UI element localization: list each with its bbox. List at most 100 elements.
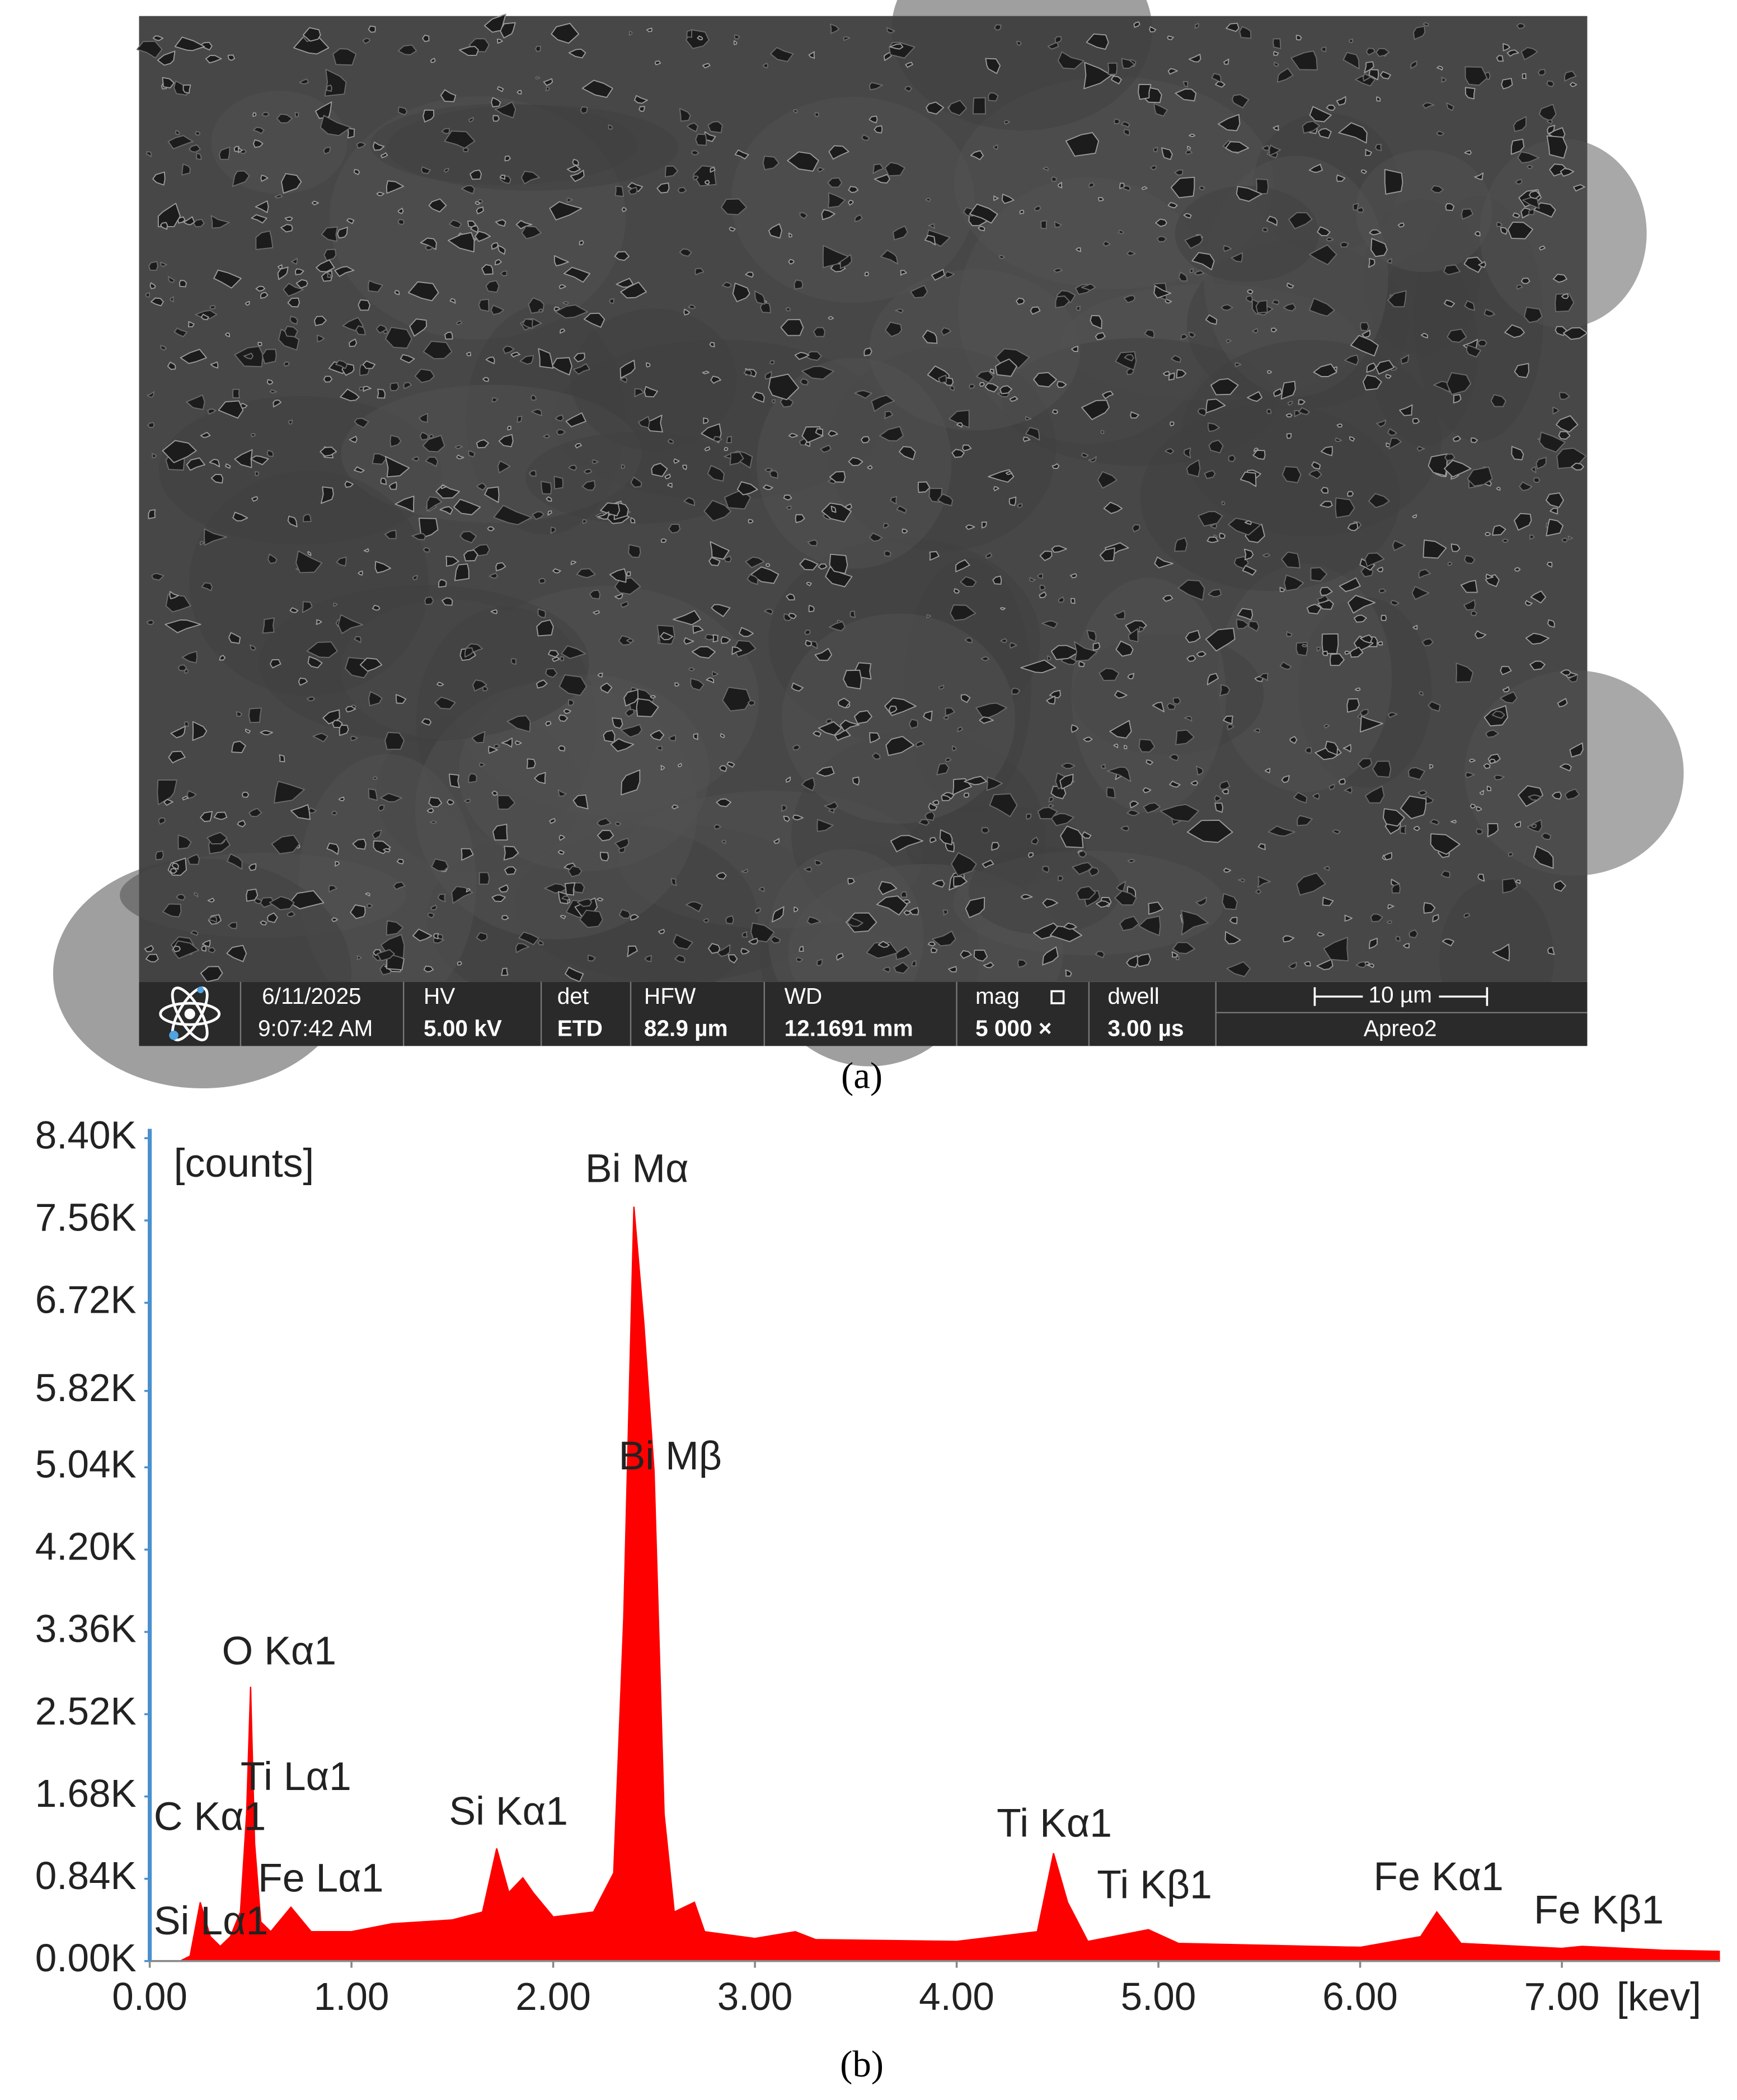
- pore: [788, 259, 795, 265]
- pore: [1008, 496, 1017, 506]
- pore: [1368, 493, 1390, 509]
- pore: [820, 444, 832, 453]
- pore: [668, 524, 681, 534]
- pore: [843, 36, 851, 41]
- pore: [1528, 208, 1535, 215]
- pore: [1048, 796, 1054, 803]
- pore: [1412, 514, 1417, 519]
- pore: [1429, 764, 1434, 769]
- pore: [1306, 604, 1322, 614]
- pore: [1149, 26, 1157, 33]
- pore: [668, 734, 676, 741]
- pore: [1078, 660, 1085, 668]
- pore: [1039, 591, 1047, 599]
- pore: [1063, 922, 1077, 930]
- pore: [1569, 82, 1578, 87]
- pore: [762, 156, 780, 171]
- pore: [1461, 208, 1474, 220]
- pore: [560, 656, 565, 661]
- caption: (a): [841, 1055, 882, 1096]
- pore: [1266, 370, 1273, 374]
- pore: [1512, 212, 1520, 218]
- pore: [964, 637, 973, 643]
- pore: [430, 58, 436, 63]
- pore: [350, 904, 366, 919]
- pore: [146, 619, 154, 625]
- pore: [609, 298, 614, 304]
- pore: [1239, 26, 1252, 39]
- pore: [1338, 122, 1368, 144]
- pore: [168, 750, 186, 764]
- pore: [788, 613, 797, 619]
- pore: [250, 433, 256, 438]
- pore: [828, 808, 835, 814]
- y-tick-label: 7.56K: [35, 1195, 137, 1239]
- pore: [979, 716, 994, 724]
- pore: [397, 106, 408, 116]
- pore: [393, 881, 406, 890]
- pore: [1395, 936, 1401, 942]
- pore: [726, 761, 735, 768]
- pore: [780, 396, 794, 408]
- pore: [459, 46, 479, 57]
- pore: [692, 626, 704, 634]
- pore: [650, 730, 665, 741]
- pore: [1357, 758, 1373, 770]
- pore: [1222, 892, 1238, 910]
- pore: [1335, 497, 1355, 519]
- pore: [1444, 453, 1456, 461]
- pore: [421, 718, 432, 726]
- instrument: Apreo2: [1364, 1015, 1437, 1041]
- pore: [1387, 290, 1407, 308]
- pore: [999, 385, 1013, 394]
- pore: [456, 320, 463, 326]
- pore: [1309, 298, 1335, 317]
- pore: [1076, 306, 1081, 311]
- pore: [1210, 378, 1239, 396]
- pore: [1076, 886, 1096, 900]
- pore: [201, 582, 213, 591]
- pore: [504, 155, 511, 162]
- pore: [799, 212, 808, 219]
- pore: [1559, 763, 1572, 772]
- pore: [1174, 537, 1188, 552]
- pore: [1255, 300, 1268, 314]
- pore: [792, 744, 801, 751]
- pore: [187, 854, 200, 865]
- pore: [686, 29, 693, 38]
- pore: [368, 280, 383, 293]
- pore: [333, 602, 338, 607]
- pore: [620, 724, 642, 738]
- pore: [781, 804, 787, 812]
- pore: [207, 898, 215, 903]
- pore: [224, 463, 231, 469]
- pore: [741, 931, 748, 938]
- pore: [1126, 955, 1139, 968]
- pore: [1237, 878, 1246, 883]
- pore: [1005, 471, 1013, 475]
- pore: [1083, 736, 1093, 742]
- pore: [1025, 813, 1032, 820]
- pore: [1423, 22, 1429, 27]
- pore: [813, 731, 821, 737]
- pore: [922, 330, 938, 344]
- pore: [468, 116, 474, 123]
- pore: [1504, 324, 1525, 339]
- pore: [373, 776, 378, 781]
- pore: [1502, 878, 1518, 894]
- pore: [1413, 825, 1420, 831]
- pore: [356, 142, 367, 149]
- pore: [852, 776, 860, 786]
- pore: [1123, 295, 1136, 303]
- pore: [1381, 614, 1387, 621]
- pore: [1167, 201, 1178, 209]
- pore: [896, 505, 907, 514]
- pore: [162, 440, 197, 463]
- pore: [937, 493, 954, 506]
- pore: [331, 810, 338, 816]
- pore: [720, 733, 725, 739]
- pore: [1153, 285, 1172, 299]
- pore: [498, 884, 509, 893]
- pore: [583, 468, 593, 475]
- pore: [1556, 415, 1579, 433]
